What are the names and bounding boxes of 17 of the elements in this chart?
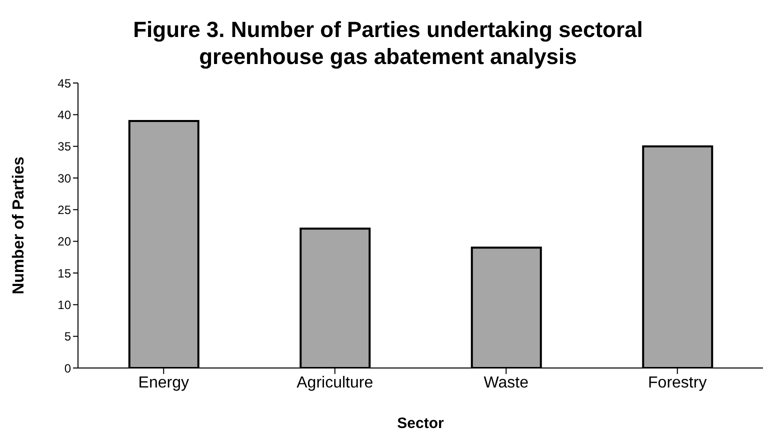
y-tick-label: 5 (64, 330, 72, 344)
x-tick-label: Agriculture (296, 374, 374, 392)
y-tick-label: 20 (58, 234, 72, 249)
y-tick-label: 35 (58, 140, 72, 154)
y-tick-label: 45 (58, 76, 72, 90)
y-tick-label: 10 (58, 298, 72, 312)
chart-title: Figure 3. Number of Parties undertaking sectoral greenhouse gas abatement analysis (132, 16, 644, 70)
y-tick-label: 15 (58, 266, 72, 280)
x-axis-title: Sector (397, 415, 444, 432)
x-tick-label: Forestry (648, 374, 707, 392)
y-tick-label: 40 (58, 108, 72, 122)
y-tick-label: 25 (58, 202, 72, 217)
y-tick-label: 30 (58, 171, 72, 186)
y-axis-title: Number of Parties (10, 156, 28, 294)
x-tick-label: Energy (138, 374, 189, 392)
x-tick-label: Waste (484, 374, 529, 392)
y-tick-label: 0 (64, 361, 72, 376)
